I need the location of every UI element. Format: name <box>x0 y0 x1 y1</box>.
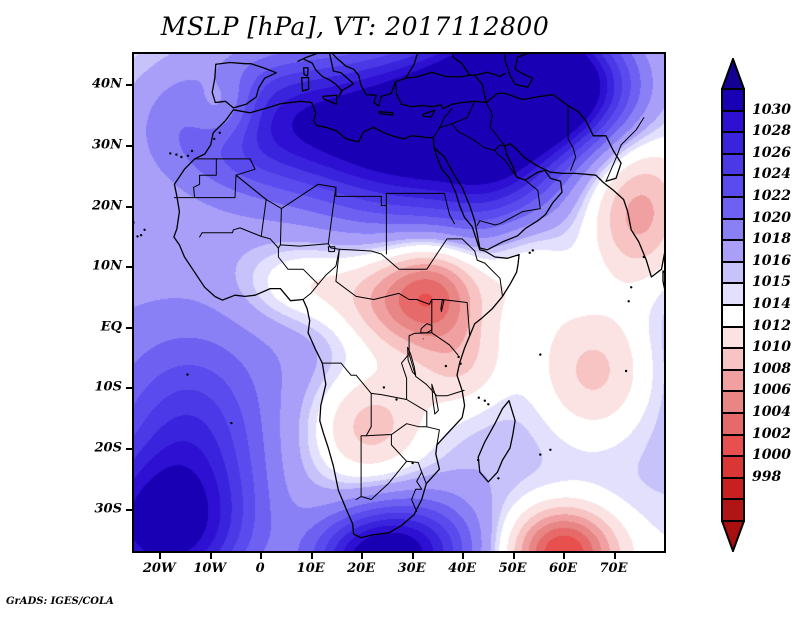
x-axis-label: 10E <box>296 561 325 576</box>
x-axis-label: 40E <box>448 561 477 576</box>
y-axis-tick <box>126 326 132 329</box>
y-axis-label: 40N <box>92 76 122 92</box>
credit-text: GrADS: IGES/COLA <box>6 596 114 607</box>
colorbar-tick-label: 1014 <box>752 296 791 312</box>
colorbar-tick-label: 1010 <box>752 339 791 356</box>
x-axis-tick <box>411 553 414 559</box>
y-axis-label: EQ <box>100 319 122 335</box>
y-axis-tick <box>126 84 132 87</box>
x-axis-label: 20E <box>347 561 376 576</box>
colorbar-band <box>721 390 745 414</box>
colorbar <box>720 56 746 554</box>
x-axis-label: 0 <box>255 561 265 576</box>
colorbar-band <box>721 412 745 436</box>
colorbar-band <box>721 88 745 112</box>
colorbar-tick-label: 1002 <box>752 425 791 442</box>
colorbar-band <box>721 217 745 242</box>
colorbar-band <box>721 304 745 328</box>
x-axis-tick <box>361 553 364 559</box>
colorbar-band <box>721 347 745 371</box>
x-axis-label: 70E <box>599 561 628 576</box>
x-axis-label: 20W <box>142 561 176 576</box>
y-axis-tick <box>126 144 132 147</box>
x-axis-tick <box>613 553 616 559</box>
colorbar-band <box>721 239 745 263</box>
y-axis-label: 30N <box>92 137 122 153</box>
colorbar-tick-label: 1022 <box>752 188 791 204</box>
mslp-contour-field <box>134 54 664 551</box>
colorbar-tick-label: 1015 <box>752 274 791 291</box>
colorbar-tick-label: 1016 <box>752 252 791 269</box>
y-axis-tick <box>126 266 132 269</box>
colorbar-tick-label: 1020 <box>752 209 791 226</box>
colorbar-tick-label: 1004 <box>752 404 791 420</box>
colorbar-band <box>721 368 745 393</box>
colorbar-band <box>721 109 745 134</box>
colorbar-band <box>721 282 745 306</box>
colorbar-band <box>721 455 745 479</box>
colorbar-band <box>721 498 745 522</box>
colorbar-band <box>721 433 745 458</box>
colorbar-band <box>721 174 745 198</box>
x-axis-tick <box>209 553 212 559</box>
x-axis-tick <box>260 553 263 559</box>
colorbar-above-range-arrow <box>720 56 746 90</box>
colorbar-tick-label: 1006 <box>752 382 791 399</box>
y-axis-tick <box>126 205 132 208</box>
colorbar-tick-label: 1026 <box>752 144 791 161</box>
colorbar-tick-label: 1028 <box>752 123 791 140</box>
x-axis-tick <box>563 553 566 559</box>
colorbar-band <box>721 152 745 177</box>
y-axis-tick <box>126 447 132 450</box>
colorbar-band <box>721 325 745 350</box>
colorbar-band <box>721 260 745 285</box>
map-plot-area <box>132 52 666 553</box>
y-axis-label: 20S <box>94 440 122 456</box>
x-axis-tick <box>512 553 515 559</box>
colorbar-below-range-arrow <box>720 520 746 554</box>
y-axis-tick <box>126 387 132 390</box>
colorbar-tick-label: 1000 <box>752 447 791 464</box>
y-axis-label: 10N <box>92 258 122 274</box>
colorbar-band <box>721 196 745 220</box>
y-axis-label: 30S <box>94 501 122 517</box>
colorbar-tick-label: 998 <box>752 468 782 485</box>
x-axis-label: 30E <box>397 561 426 576</box>
colorbar-band <box>721 476 745 501</box>
colorbar-tick-label: 1030 <box>752 101 791 118</box>
x-axis-tick <box>159 553 162 559</box>
x-axis-label: 60E <box>549 561 578 576</box>
x-axis-label: 10W <box>193 561 227 576</box>
colorbar-tick-label: 1008 <box>752 360 791 377</box>
y-axis-tick <box>126 508 132 511</box>
x-axis-tick <box>462 553 465 559</box>
y-axis-label: 10S <box>94 379 122 395</box>
x-axis-label: 50E <box>498 561 527 576</box>
y-axis-label: 20N <box>92 198 122 214</box>
colorbar-tick-label: 1024 <box>752 166 791 183</box>
page-title: MSLP [hPa], VT: 2017112800 <box>160 12 550 41</box>
colorbar-band <box>721 131 745 155</box>
colorbar-tick-label: 1012 <box>752 317 791 334</box>
colorbar-tick-label: 1018 <box>752 231 791 248</box>
x-axis-tick <box>310 553 313 559</box>
